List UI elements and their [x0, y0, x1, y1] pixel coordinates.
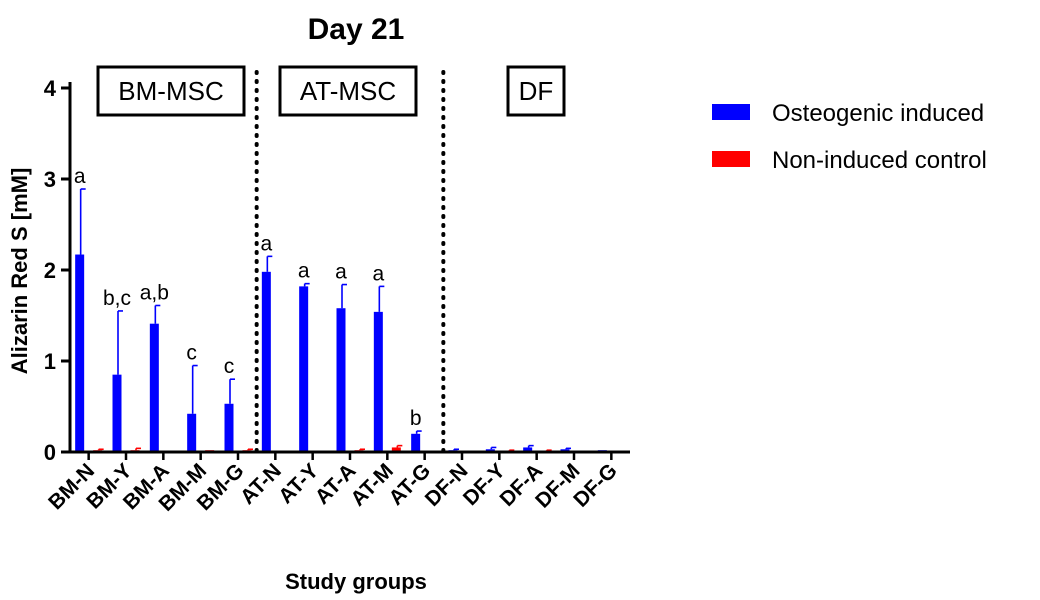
y-tick-label: 2 [44, 258, 56, 283]
significance-label: c [224, 355, 235, 378]
significance-label: a [260, 232, 272, 255]
significance-label: a [372, 262, 384, 285]
bar-osteogenic [187, 413, 197, 452]
significance-label: c [186, 342, 197, 365]
bar-osteogenic [224, 403, 234, 452]
chart-title: Day 21 [308, 13, 405, 46]
legend-label: Osteogenic induced [772, 100, 984, 127]
significance-label: b [410, 407, 422, 430]
y-tick-label: 4 [44, 76, 57, 101]
group-box-label: AT-MSC [300, 76, 396, 106]
bar-osteogenic [299, 286, 309, 452]
y-axis-title: Alizarin Red S [mM] [7, 168, 32, 375]
group-box [506, 65, 566, 117]
bar-osteogenic [336, 308, 346, 452]
significance-labels: a b,c a,b c c a a a a b [74, 165, 422, 430]
group-box-label: DF [519, 76, 554, 106]
x-tick-label: AT-M [346, 459, 397, 510]
bar-osteogenic [75, 254, 85, 452]
significance-label: b,c [103, 287, 131, 310]
legend: Osteogenic induced Non-induced control [712, 100, 987, 174]
x-tick-label: DF-M [531, 459, 584, 512]
legend-swatch [712, 104, 750, 120]
significance-label: a [74, 165, 86, 188]
group-boxes: BM-MSC AT-MSC DF [96, 65, 566, 117]
legend-swatch [712, 151, 750, 167]
bar-control [391, 447, 401, 452]
bar-osteogenic [523, 447, 533, 452]
x-axis-title: Study groups [285, 569, 427, 594]
bar-osteogenic [261, 271, 271, 452]
x-tick-label: AT-Y [274, 459, 323, 508]
group-box [278, 65, 418, 117]
bars [75, 254, 625, 452]
x-ticks: BM-NBM-YBM-ABM-MBM-GAT-NAT-YAT-AAT-MAT-G… [44, 452, 622, 516]
group-box-label: BM-MSC [118, 76, 223, 106]
group-box [96, 65, 246, 117]
error-bars [79, 188, 571, 452]
bar-osteogenic [112, 374, 122, 452]
y-ticks: 0 1 2 3 4 [44, 76, 70, 465]
significance-label: a [298, 260, 310, 283]
y-tick-label: 1 [44, 349, 56, 374]
significance-label: a [335, 261, 347, 284]
x-tick-label: DF-G [569, 459, 622, 512]
legend-label: Non-induced control [772, 147, 987, 174]
y-tick-label: 0 [44, 440, 56, 465]
bar-osteogenic [149, 323, 159, 452]
bar-osteogenic [373, 311, 383, 452]
x-tick-label: AT-N [236, 459, 286, 509]
bar-osteogenic [411, 433, 421, 452]
significance-label: a,b [140, 281, 169, 304]
x-tick-label: DF-N [421, 459, 473, 511]
group-dividers [254, 70, 446, 454]
y-tick-label: 3 [44, 167, 56, 192]
